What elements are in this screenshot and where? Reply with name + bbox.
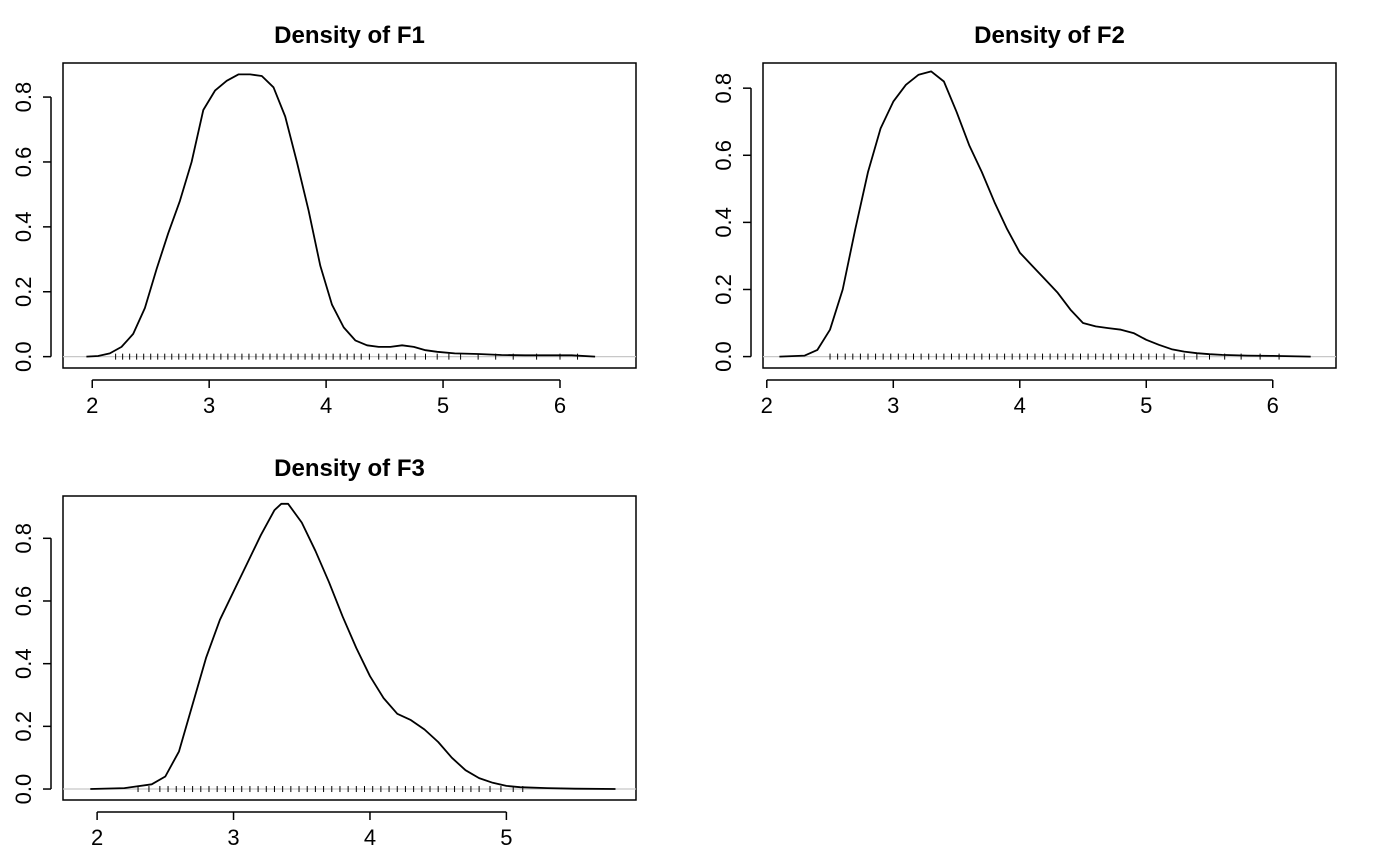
x-tick-label: 5 [500,825,512,850]
y-tick-label: 0.2 [11,276,36,307]
density-panel-1: Density of F1 2 3 4 5 6 0.0 0.2 0.4 0.6 0.8 [11,22,637,418]
x-tick-label: 3 [887,393,899,418]
density-panel-2: Density of F2 2 3 4 5 6 0.0 0.2 0.4 0.6 0.8 [711,22,1337,418]
y-tick-label: 0.4 [711,207,736,238]
x-tick-label: 4 [320,393,332,418]
plot-frame [762,62,1337,369]
y-tick-label: 0.0 [11,774,36,805]
y-tick-label: 0.2 [11,711,36,742]
plot-frame [62,62,637,369]
x-tick-label: 5 [1140,393,1152,418]
density-panel-3: Density of F3 2 3 4 5 0.0 0.2 0.4 0.6 0.8 [11,455,637,850]
x-tick-label: 2 [91,825,103,850]
x-tick-label: 4 [364,825,376,850]
y-tick-label: 0.0 [711,341,736,372]
x-tick-label: 2 [86,393,98,418]
x-tick-label: 6 [554,393,566,418]
panel-title: Density of F1 [274,22,425,49]
x-tick-label: 6 [1267,393,1279,418]
y-tick-label: 0.0 [11,341,36,372]
x-tick-label: 5 [437,393,449,418]
y-tick-label: 0.4 [11,648,36,679]
plot-frame [62,495,637,801]
panel-title: Density of F3 [274,455,425,482]
density-curve [779,70,1311,358]
panel-title: Density of F2 [974,22,1125,49]
y-tick-label: 0.6 [11,147,36,178]
y-tick-label: 0.8 [711,73,736,104]
y-tick-label: 0.8 [11,523,36,554]
x-tick-label: 4 [1014,393,1026,418]
y-tick-label: 0.2 [711,274,736,305]
density-curve [90,502,616,790]
x-tick-label: 3 [227,825,239,850]
x-tick-label: 3 [203,393,215,418]
y-tick-label: 0.6 [711,140,736,171]
y-tick-label: 0.8 [11,82,36,113]
y-tick-label: 0.6 [11,586,36,617]
y-tick-label: 0.4 [11,212,36,243]
x-tick-label: 2 [761,393,773,418]
density-curve [86,73,596,358]
